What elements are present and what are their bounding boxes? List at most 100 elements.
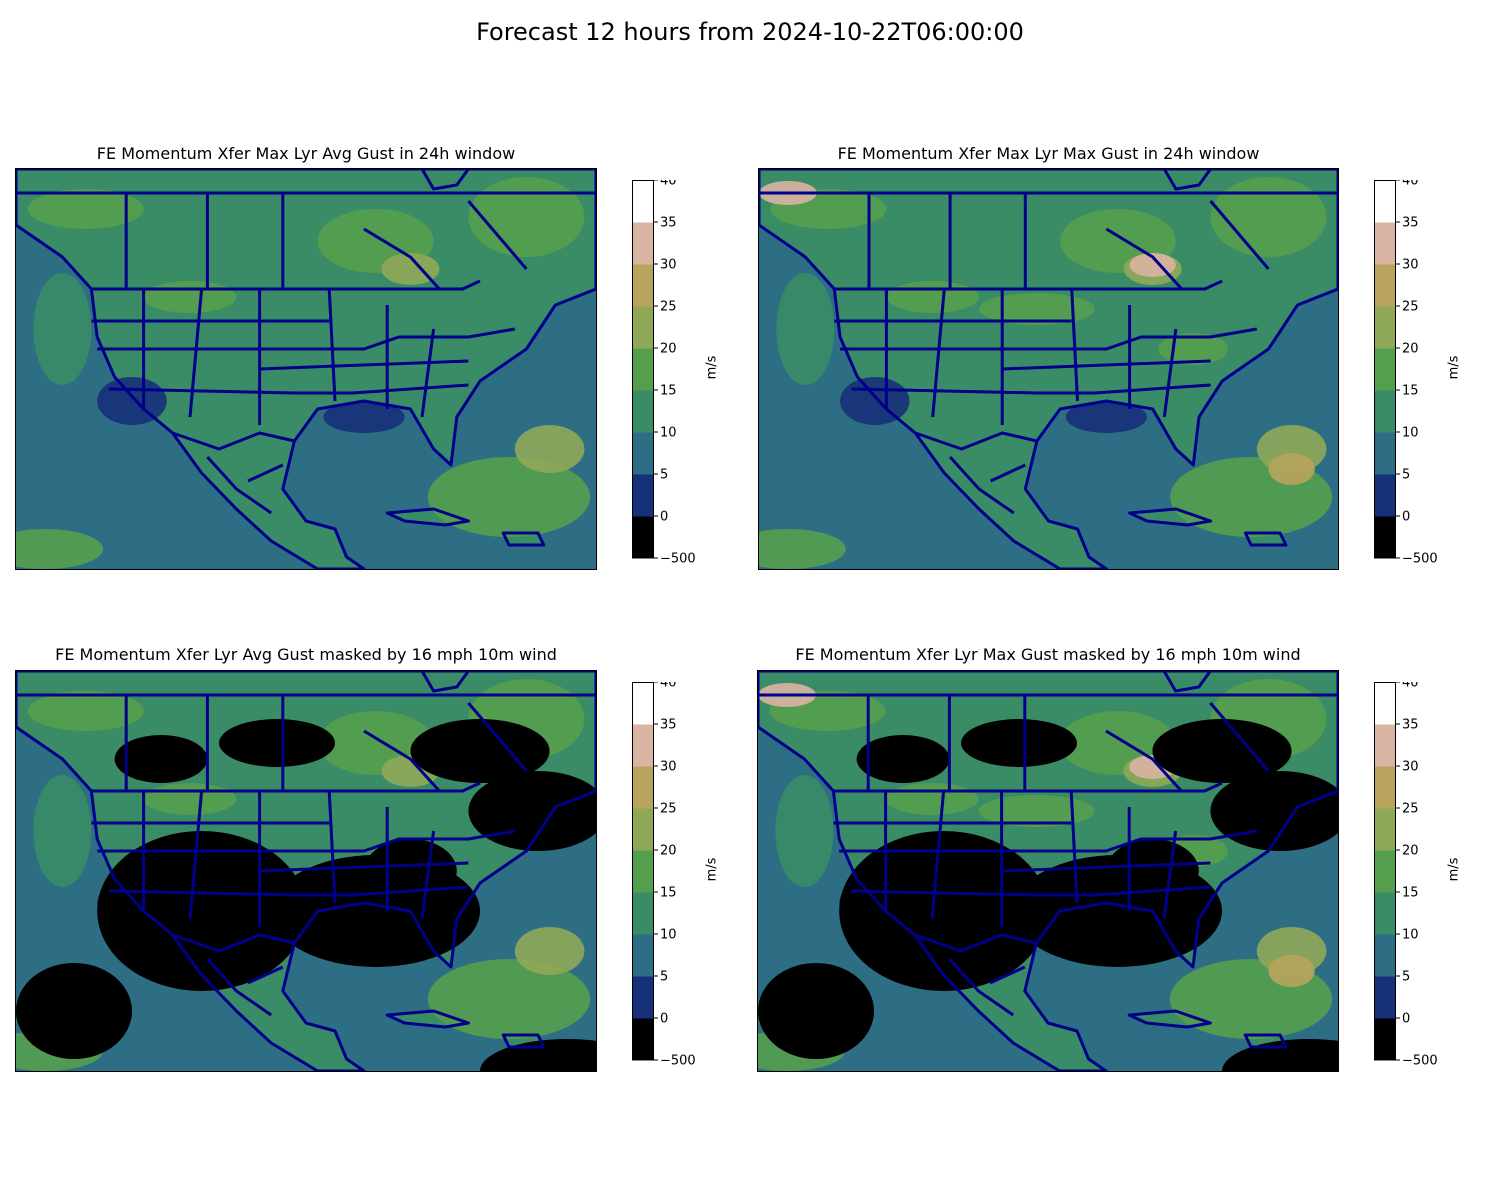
colorbar-tick-label-0: −500 [1402, 552, 1438, 567]
colorbar-tick-label-7: 30 [1402, 258, 1419, 273]
colorbar-tick-label-2: 5 [660, 970, 668, 985]
colorbar-segment-0 [1374, 1018, 1396, 1061]
colorbar-tick-label-5: 20 [1402, 844, 1419, 859]
colorbar-segment-6 [632, 264, 654, 307]
colorbar-tick-label-2: 5 [1402, 970, 1410, 985]
colorbar-tick-label-3: 10 [1402, 426, 1419, 441]
wind-patch-13 [1269, 453, 1315, 485]
colorbar-tick-label-6: 25 [1402, 300, 1419, 315]
colorbar-segment-2 [632, 432, 654, 475]
colorbar-segment-5 [632, 306, 654, 349]
colorbar-tick-label-3: 10 [660, 426, 677, 441]
colorbar-segment-4 [1374, 850, 1396, 893]
colorbar-segment-1 [1374, 976, 1396, 1019]
colorbar-tick-label-1: 0 [660, 510, 668, 525]
wind-patch-5 [886, 783, 979, 815]
colorbar-tick-label-6: 25 [660, 802, 677, 817]
panel-title-max-gust-masked: FE Momentum Xfer Lyr Max Gust masked by … [757, 645, 1339, 664]
colorbar-tick-label-4: 15 [660, 886, 677, 901]
colorbar-segment-1 [632, 474, 654, 517]
figure-title: Forecast 12 hours from 2024-10-22T06:00:… [0, 18, 1500, 46]
colorbar-tick-label-1: 0 [1402, 510, 1410, 525]
colorbar-tick-label-8: 35 [660, 718, 677, 733]
mask-region-4 [1152, 719, 1291, 783]
colorbar-segment-7 [632, 724, 654, 767]
wind-patch-5 [144, 783, 237, 815]
wind-patch-10 [468, 177, 584, 257]
map-avg-gust [15, 168, 597, 570]
colorbar-segment-2 [1374, 432, 1396, 475]
colorbar-tick-label-9: 40 [1402, 682, 1419, 691]
colorbar-unit-avg-gust: m/s [704, 356, 719, 380]
map-canvas-max-gust-masked [758, 671, 1338, 1071]
colorbar-tick-label-6: 25 [1402, 802, 1419, 817]
colorbar-avg-gust-masked: −500 0 5 10 15 20 25 30 35 40 [632, 682, 704, 1074]
colorbar-tick-label-8: 35 [660, 216, 677, 231]
colorbar-segment-1 [632, 976, 654, 1019]
mask-region-6 [857, 735, 950, 783]
colorbar-tick-label-5: 20 [660, 342, 677, 357]
colorbar-segment-2 [1374, 934, 1396, 977]
wind-patch-4 [33, 273, 91, 385]
colorbar-tick-label-7: 30 [660, 258, 677, 273]
colorbar-tick-label-8: 35 [1402, 216, 1419, 231]
colorbar-tick-label-3: 10 [660, 928, 677, 943]
map-max-gust-masked [757, 670, 1339, 1072]
colorbar-tick-label-1: 0 [1402, 1012, 1410, 1027]
colorbar-tick-label-5: 20 [660, 844, 677, 859]
wind-patch-10 [1211, 177, 1327, 257]
colorbar-segment-4 [632, 850, 654, 893]
panel-title-avg-gust-masked: FE Momentum Xfer Lyr Avg Gust masked by … [15, 645, 597, 664]
colorbar-segment-4 [1374, 348, 1396, 391]
colorbar-segment-5 [1374, 306, 1396, 349]
colorbar-segment-8 [1374, 682, 1396, 725]
colorbar-segment-6 [632, 766, 654, 809]
colorbar-segment-0 [1374, 516, 1396, 559]
colorbar-max-gust-masked: −500 0 5 10 15 20 25 30 35 40 [1374, 682, 1446, 1074]
colorbar-max-gust: −500 0 5 10 15 20 25 30 35 40 [1374, 180, 1446, 572]
colorbar-tick-label-4: 15 [660, 384, 677, 399]
colorbar-unit-max-gust: m/s [1446, 356, 1461, 380]
colorbar-segment-4 [632, 348, 654, 391]
mask-region-0 [16, 963, 132, 1059]
colorbar-segment-0 [632, 516, 654, 559]
panel-title-avg-gust: FE Momentum Xfer Max Lyr Avg Gust in 24h… [15, 144, 597, 163]
colorbar-segment-7 [1374, 222, 1396, 265]
colorbar-tick-label-8: 35 [1402, 718, 1419, 733]
wind-patch-4 [776, 273, 834, 385]
map-canvas-avg-gust [16, 169, 596, 569]
wind-patch-13 [1268, 955, 1314, 987]
mask-region-5 [961, 719, 1077, 767]
colorbar-segment-8 [632, 180, 654, 223]
colorbar-segment-5 [1374, 808, 1396, 851]
colorbar-avg-gust: −500 0 5 10 15 20 25 30 35 40 [632, 180, 704, 572]
colorbar-segment-6 [1374, 766, 1396, 809]
colorbar-tick-label-7: 30 [1402, 760, 1419, 775]
colorbar-tick-label-4: 15 [1402, 886, 1419, 901]
colorbar-segment-3 [1374, 390, 1396, 433]
colorbar-segment-6 [1374, 264, 1396, 307]
colorbar-unit-avg-gust-masked: m/s [704, 858, 719, 882]
mask-region-6 [115, 735, 208, 783]
colorbar-segment-8 [632, 682, 654, 725]
colorbar-segment-7 [1374, 724, 1396, 767]
wind-patch-4 [33, 775, 91, 887]
colorbar-tick-label-3: 10 [1402, 928, 1419, 943]
colorbar-tick-label-0: −500 [660, 1054, 696, 1069]
wind-patch-4 [775, 775, 833, 887]
colorbar-segment-3 [632, 892, 654, 935]
map-canvas-max-gust [759, 169, 1338, 569]
colorbar-segment-7 [632, 222, 654, 265]
colorbar-tick-label-7: 30 [660, 760, 677, 775]
colorbar-tick-label-1: 0 [660, 1012, 668, 1027]
wind-patch-1 [515, 425, 585, 473]
map-canvas-avg-gust-masked [16, 671, 596, 1071]
colorbar-segment-5 [632, 808, 654, 851]
colorbar-segment-1 [1374, 474, 1396, 517]
colorbar-tick-label-9: 40 [660, 682, 677, 691]
colorbar-tick-label-4: 15 [1402, 384, 1419, 399]
colorbar-tick-label-9: 40 [660, 180, 677, 189]
colorbar-segment-0 [632, 1018, 654, 1061]
map-max-gust [758, 168, 1339, 570]
mask-region-0 [758, 963, 874, 1059]
